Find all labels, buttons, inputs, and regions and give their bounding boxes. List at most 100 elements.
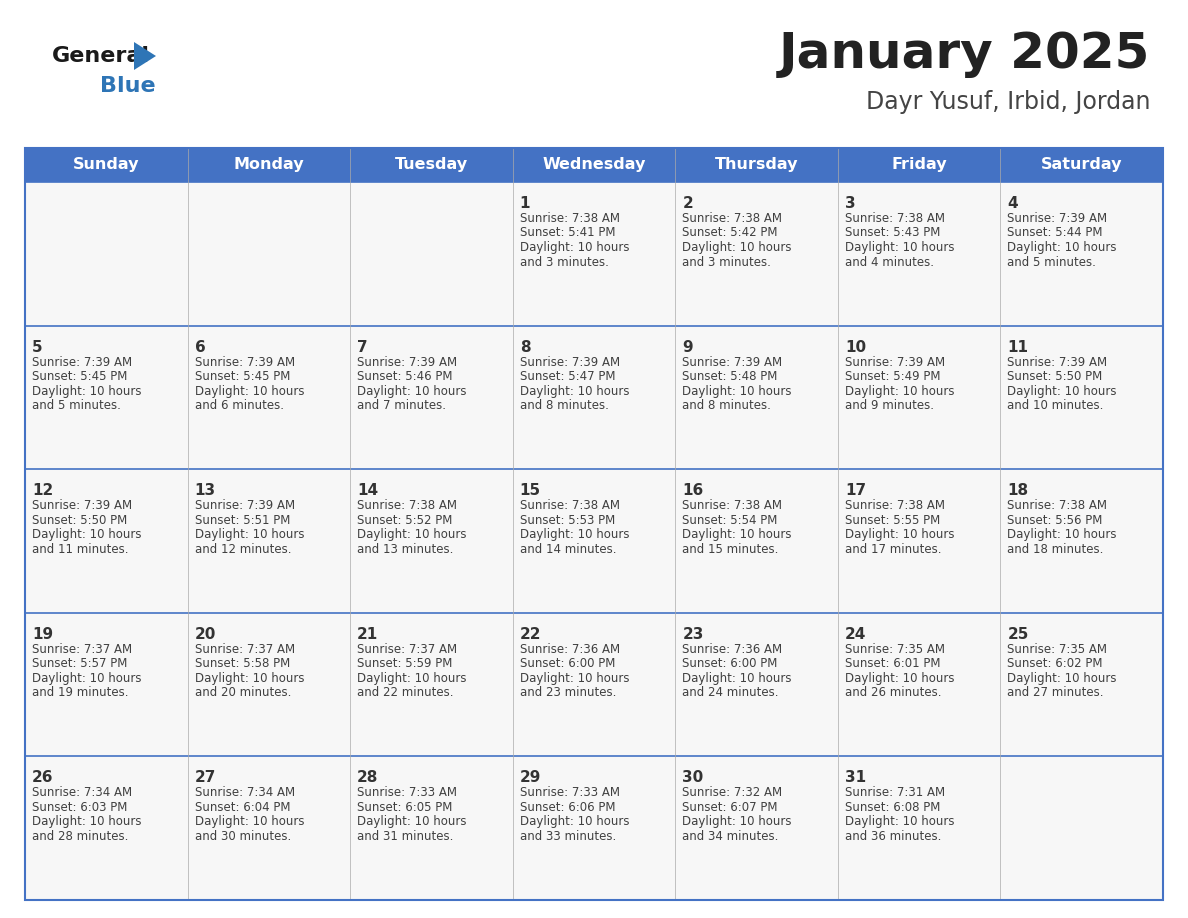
Text: 7: 7 [358, 340, 368, 354]
Text: Daylight: 10 hours: Daylight: 10 hours [682, 672, 791, 685]
Text: Saturday: Saturday [1041, 158, 1123, 173]
Text: Sunrise: 7:37 AM: Sunrise: 7:37 AM [358, 643, 457, 655]
Text: Sunrise: 7:38 AM: Sunrise: 7:38 AM [519, 212, 620, 225]
Text: Sunrise: 7:39 AM: Sunrise: 7:39 AM [358, 355, 457, 369]
Text: and 4 minutes.: and 4 minutes. [845, 255, 934, 268]
Text: Sunset: 6:07 PM: Sunset: 6:07 PM [682, 800, 778, 814]
Text: 21: 21 [358, 627, 379, 642]
Text: and 30 minutes.: and 30 minutes. [195, 830, 291, 843]
Text: 23: 23 [682, 627, 703, 642]
Text: Wednesday: Wednesday [542, 158, 646, 173]
Text: and 23 minutes.: and 23 minutes. [519, 687, 617, 700]
Text: Sunset: 6:02 PM: Sunset: 6:02 PM [1007, 657, 1102, 670]
Text: 16: 16 [682, 483, 703, 498]
Text: Sunrise: 7:38 AM: Sunrise: 7:38 AM [682, 499, 782, 512]
Text: Sunrise: 7:38 AM: Sunrise: 7:38 AM [845, 499, 944, 512]
Text: and 36 minutes.: and 36 minutes. [845, 830, 941, 843]
Text: Sunset: 5:57 PM: Sunset: 5:57 PM [32, 657, 127, 670]
Text: 14: 14 [358, 483, 378, 498]
Bar [25, 182, 1163, 326]
Text: Daylight: 10 hours: Daylight: 10 hours [195, 672, 304, 685]
Text: Sunset: 5:50 PM: Sunset: 5:50 PM [32, 514, 127, 527]
Text: Daylight: 10 hours: Daylight: 10 hours [519, 528, 630, 542]
Text: Daylight: 10 hours: Daylight: 10 hours [32, 672, 141, 685]
Text: Daylight: 10 hours: Daylight: 10 hours [358, 815, 467, 828]
Text: Sunset: 5:55 PM: Sunset: 5:55 PM [845, 514, 940, 527]
Text: 29: 29 [519, 770, 541, 786]
Text: Sunset: 5:56 PM: Sunset: 5:56 PM [1007, 514, 1102, 527]
Bar [25, 613, 1163, 756]
Text: Daylight: 10 hours: Daylight: 10 hours [358, 672, 467, 685]
Text: Daylight: 10 hours: Daylight: 10 hours [519, 385, 630, 397]
Text: Sunset: 5:59 PM: Sunset: 5:59 PM [358, 657, 453, 670]
Text: Sunrise: 7:37 AM: Sunrise: 7:37 AM [32, 643, 132, 655]
Text: Sunset: 6:04 PM: Sunset: 6:04 PM [195, 800, 290, 814]
Text: Blue: Blue [100, 76, 156, 96]
Text: Sunset: 6:06 PM: Sunset: 6:06 PM [519, 800, 615, 814]
Text: Sunset: 6:00 PM: Sunset: 6:00 PM [682, 657, 778, 670]
Bar [25, 756, 1163, 900]
Text: 22: 22 [519, 627, 542, 642]
Text: Sunrise: 7:39 AM: Sunrise: 7:39 AM [1007, 212, 1107, 225]
Text: Sunset: 6:03 PM: Sunset: 6:03 PM [32, 800, 127, 814]
Text: 27: 27 [195, 770, 216, 786]
Text: Daylight: 10 hours: Daylight: 10 hours [1007, 241, 1117, 254]
Text: Sunrise: 7:37 AM: Sunrise: 7:37 AM [195, 643, 295, 655]
Text: Daylight: 10 hours: Daylight: 10 hours [32, 528, 141, 542]
Text: Sunset: 5:47 PM: Sunset: 5:47 PM [519, 370, 615, 383]
Text: Daylight: 10 hours: Daylight: 10 hours [32, 385, 141, 397]
Text: Daylight: 10 hours: Daylight: 10 hours [682, 815, 791, 828]
Text: Sunrise: 7:33 AM: Sunrise: 7:33 AM [358, 787, 457, 800]
Text: Daylight: 10 hours: Daylight: 10 hours [519, 241, 630, 254]
Text: Sunset: 5:51 PM: Sunset: 5:51 PM [195, 514, 290, 527]
Text: Daylight: 10 hours: Daylight: 10 hours [682, 528, 791, 542]
Bar [25, 326, 1163, 469]
Text: Sunset: 5:45 PM: Sunset: 5:45 PM [195, 370, 290, 383]
Text: Sunday: Sunday [72, 158, 139, 173]
Text: Sunrise: 7:33 AM: Sunrise: 7:33 AM [519, 787, 620, 800]
Text: 30: 30 [682, 770, 703, 786]
Bar [25, 148, 1163, 182]
Text: 2: 2 [682, 196, 693, 211]
Text: Friday: Friday [891, 158, 947, 173]
Text: and 17 minutes.: and 17 minutes. [845, 543, 941, 555]
Text: Daylight: 10 hours: Daylight: 10 hours [845, 241, 954, 254]
Text: and 12 minutes.: and 12 minutes. [195, 543, 291, 555]
Text: and 27 minutes.: and 27 minutes. [1007, 687, 1104, 700]
Text: Sunset: 5:48 PM: Sunset: 5:48 PM [682, 370, 778, 383]
Text: and 3 minutes.: and 3 minutes. [519, 255, 608, 268]
Text: Sunrise: 7:39 AM: Sunrise: 7:39 AM [195, 499, 295, 512]
Text: Daylight: 10 hours: Daylight: 10 hours [519, 672, 630, 685]
Text: Daylight: 10 hours: Daylight: 10 hours [1007, 672, 1117, 685]
Bar [25, 469, 1163, 613]
Text: Daylight: 10 hours: Daylight: 10 hours [682, 241, 791, 254]
Text: Daylight: 10 hours: Daylight: 10 hours [1007, 528, 1117, 542]
Text: and 28 minutes.: and 28 minutes. [32, 830, 128, 843]
Text: 4: 4 [1007, 196, 1018, 211]
Text: Sunset: 5:52 PM: Sunset: 5:52 PM [358, 514, 453, 527]
Text: Sunset: 5:53 PM: Sunset: 5:53 PM [519, 514, 615, 527]
Text: Sunrise: 7:36 AM: Sunrise: 7:36 AM [682, 643, 783, 655]
Text: 15: 15 [519, 483, 541, 498]
Text: and 18 minutes.: and 18 minutes. [1007, 543, 1104, 555]
Text: Daylight: 10 hours: Daylight: 10 hours [845, 815, 954, 828]
Text: and 7 minutes.: and 7 minutes. [358, 399, 447, 412]
Text: Sunset: 5:58 PM: Sunset: 5:58 PM [195, 657, 290, 670]
Text: 10: 10 [845, 340, 866, 354]
Text: Sunset: 5:43 PM: Sunset: 5:43 PM [845, 227, 940, 240]
Bar [25, 148, 1163, 900]
Text: and 20 minutes.: and 20 minutes. [195, 687, 291, 700]
Text: Sunrise: 7:35 AM: Sunrise: 7:35 AM [845, 643, 944, 655]
Text: Sunset: 6:00 PM: Sunset: 6:00 PM [519, 657, 615, 670]
Text: 11: 11 [1007, 340, 1029, 354]
Text: Sunrise: 7:38 AM: Sunrise: 7:38 AM [1007, 499, 1107, 512]
Text: Thursday: Thursday [715, 158, 798, 173]
Text: Sunrise: 7:32 AM: Sunrise: 7:32 AM [682, 787, 783, 800]
Text: and 14 minutes.: and 14 minutes. [519, 543, 617, 555]
Polygon shape [134, 42, 156, 70]
Text: Daylight: 10 hours: Daylight: 10 hours [195, 815, 304, 828]
Text: Sunrise: 7:39 AM: Sunrise: 7:39 AM [1007, 355, 1107, 369]
Text: Daylight: 10 hours: Daylight: 10 hours [519, 815, 630, 828]
Text: and 31 minutes.: and 31 minutes. [358, 830, 454, 843]
Text: Tuesday: Tuesday [394, 158, 468, 173]
